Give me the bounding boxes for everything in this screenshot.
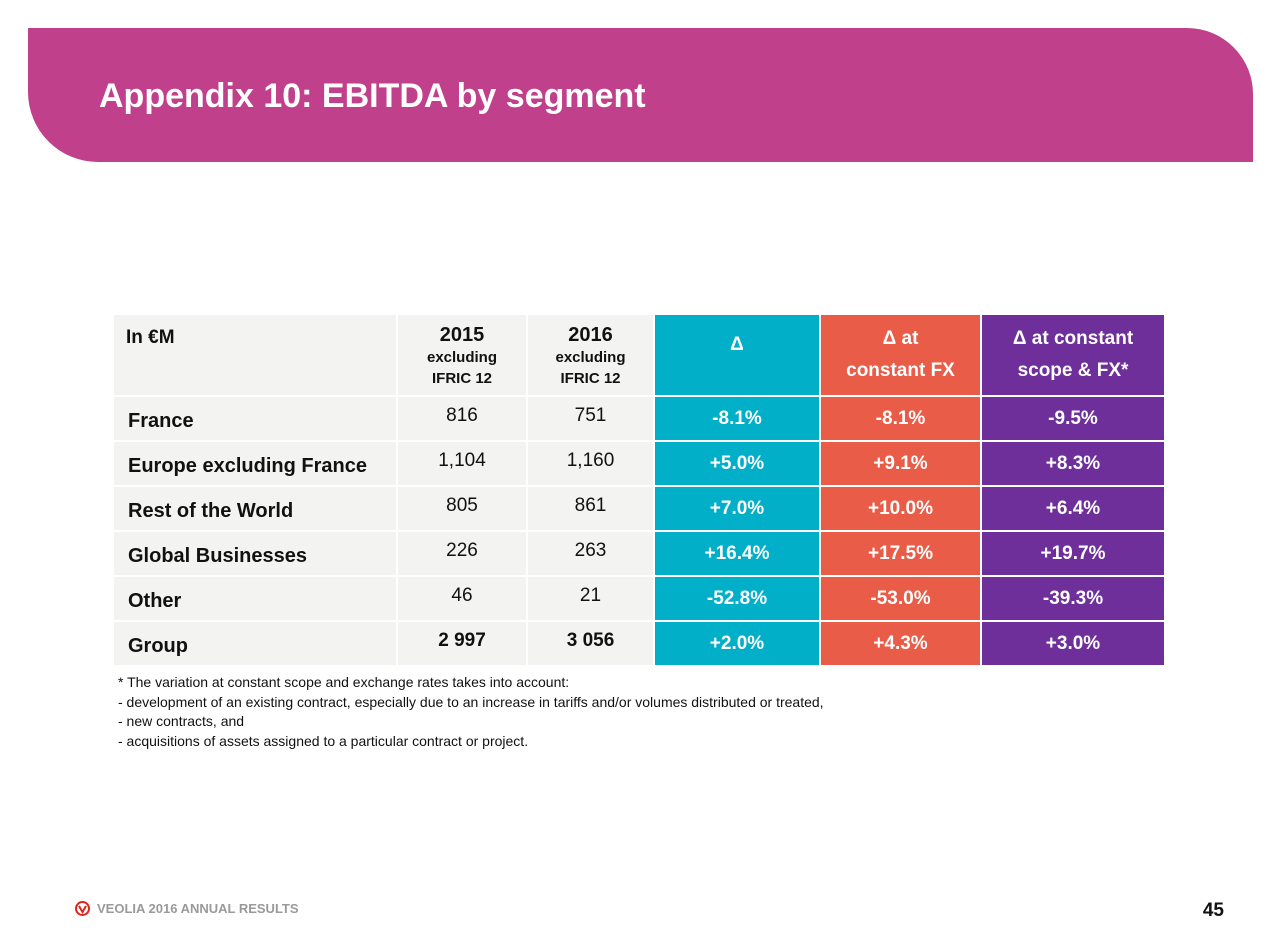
- row-label: France: [112, 395, 398, 442]
- row-label: Group: [112, 620, 398, 667]
- value-2016: 3 056: [526, 620, 655, 667]
- page-number: 45: [1202, 900, 1224, 921]
- value-2016: 861: [526, 485, 655, 532]
- footnote-line: - new contracts, and: [118, 713, 245, 729]
- value-delta-scope-fx: -39.3%: [980, 575, 1166, 622]
- value-2016: 21: [526, 575, 655, 622]
- value-delta-scope-fx: +19.7%: [980, 530, 1166, 577]
- header-delta-constant-fx: Δ at constant FX: [819, 313, 982, 397]
- table-header-row: In €M 2015 excluding IFRIC 12 2016 exclu…: [112, 313, 1166, 397]
- veolia-logo-icon: [75, 901, 90, 916]
- header-scope-line2: scope & FX*: [1017, 360, 1129, 381]
- value-delta-fx: -8.1%: [819, 395, 982, 442]
- value-delta-fx: +4.3%: [819, 620, 982, 667]
- value-2016: 1,160: [526, 440, 655, 487]
- value-delta-scope-fx: +3.0%: [980, 620, 1166, 667]
- header-scope-line1: Δ at constant: [1012, 328, 1134, 349]
- value-delta: -8.1%: [653, 395, 821, 442]
- header-fx-line1: Δ at: [882, 328, 919, 349]
- value-delta: +16.4%: [653, 530, 821, 577]
- value-delta-fx: +10.0%: [819, 485, 982, 532]
- table-row: Rest of the World 805 861 +7.0% +10.0% +…: [112, 485, 1166, 532]
- value-delta-fx: -53.0%: [819, 575, 982, 622]
- value-delta: +5.0%: [653, 440, 821, 487]
- value-delta-fx: +17.5%: [819, 530, 982, 577]
- value-delta-scope-fx: -9.5%: [980, 395, 1166, 442]
- footnote-line: * The variation at constant scope and ex…: [118, 674, 570, 690]
- header-2015-year: 2015: [439, 324, 485, 346]
- header-delta-label: Δ: [730, 334, 744, 355]
- footnote-line: - development of an existing contract, e…: [118, 693, 824, 710]
- page-title: Appendix 10: EBITDA by segment: [99, 77, 646, 115]
- value-2015: 816: [396, 395, 528, 442]
- header-2015: 2015 excluding IFRIC 12: [396, 313, 528, 397]
- value-2015: 2 997: [396, 620, 528, 667]
- table-row: France 816 751 -8.1% -8.1% -9.5%: [112, 395, 1166, 442]
- value-2016: 751: [526, 395, 655, 442]
- header-label-currency: In €M: [112, 313, 398, 397]
- row-label: Rest of the World: [112, 485, 398, 532]
- header-delta: Δ: [653, 313, 821, 397]
- table-row-group-total: Group 2 997 3 056 +2.0% +4.3% +3.0%: [112, 620, 1166, 667]
- value-2015: 805: [396, 485, 528, 532]
- row-label: Other: [112, 575, 398, 622]
- value-2015: 46: [396, 575, 528, 622]
- value-2015: 226: [396, 530, 528, 577]
- table-row: Other 46 21 -52.8% -53.0% -39.3%: [112, 575, 1166, 622]
- table-row: Europe excluding France 1,104 1,160 +5.0…: [112, 440, 1166, 487]
- value-delta-scope-fx: +6.4%: [980, 485, 1166, 532]
- value-delta: +2.0%: [653, 620, 821, 667]
- row-label: Europe excluding France: [112, 440, 398, 487]
- header-2016: 2016 excluding IFRIC 12: [526, 313, 655, 397]
- footnote-line: - acquisitions of assets assigned to a p…: [118, 732, 529, 749]
- value-2015: 1,104: [396, 440, 528, 487]
- header-2015-line2: IFRIC 12: [431, 370, 492, 387]
- row-label: Global Businesses: [112, 530, 398, 577]
- value-delta: -52.8%: [653, 575, 821, 622]
- header-delta-constant-scope-fx: Δ at constant scope & FX*: [980, 313, 1166, 397]
- header-fx-line2: constant FX: [846, 360, 955, 381]
- title-banner: Appendix 10: EBITDA by segment: [28, 28, 1253, 162]
- header-2016-line1: excluding: [555, 349, 626, 366]
- footer: VEOLIA 2016 ANNUAL RESULTS: [75, 901, 299, 916]
- table-row: Global Businesses 226 263 +16.4% +17.5% …: [112, 530, 1166, 577]
- footnote: * The variation at constant scope and ex…: [118, 673, 824, 751]
- value-2016: 263: [526, 530, 655, 577]
- value-delta: +7.0%: [653, 485, 821, 532]
- footer-text: VEOLIA 2016 ANNUAL RESULTS: [97, 901, 299, 916]
- value-delta-fx: +9.1%: [819, 440, 982, 487]
- value-delta-scope-fx: +8.3%: [980, 440, 1166, 487]
- header-2015-line1: excluding: [426, 349, 497, 366]
- ebitda-segment-table: In €M 2015 excluding IFRIC 12 2016 exclu…: [112, 313, 1166, 667]
- header-2016-line2: IFRIC 12: [560, 370, 621, 387]
- header-2016-year: 2016: [568, 324, 613, 346]
